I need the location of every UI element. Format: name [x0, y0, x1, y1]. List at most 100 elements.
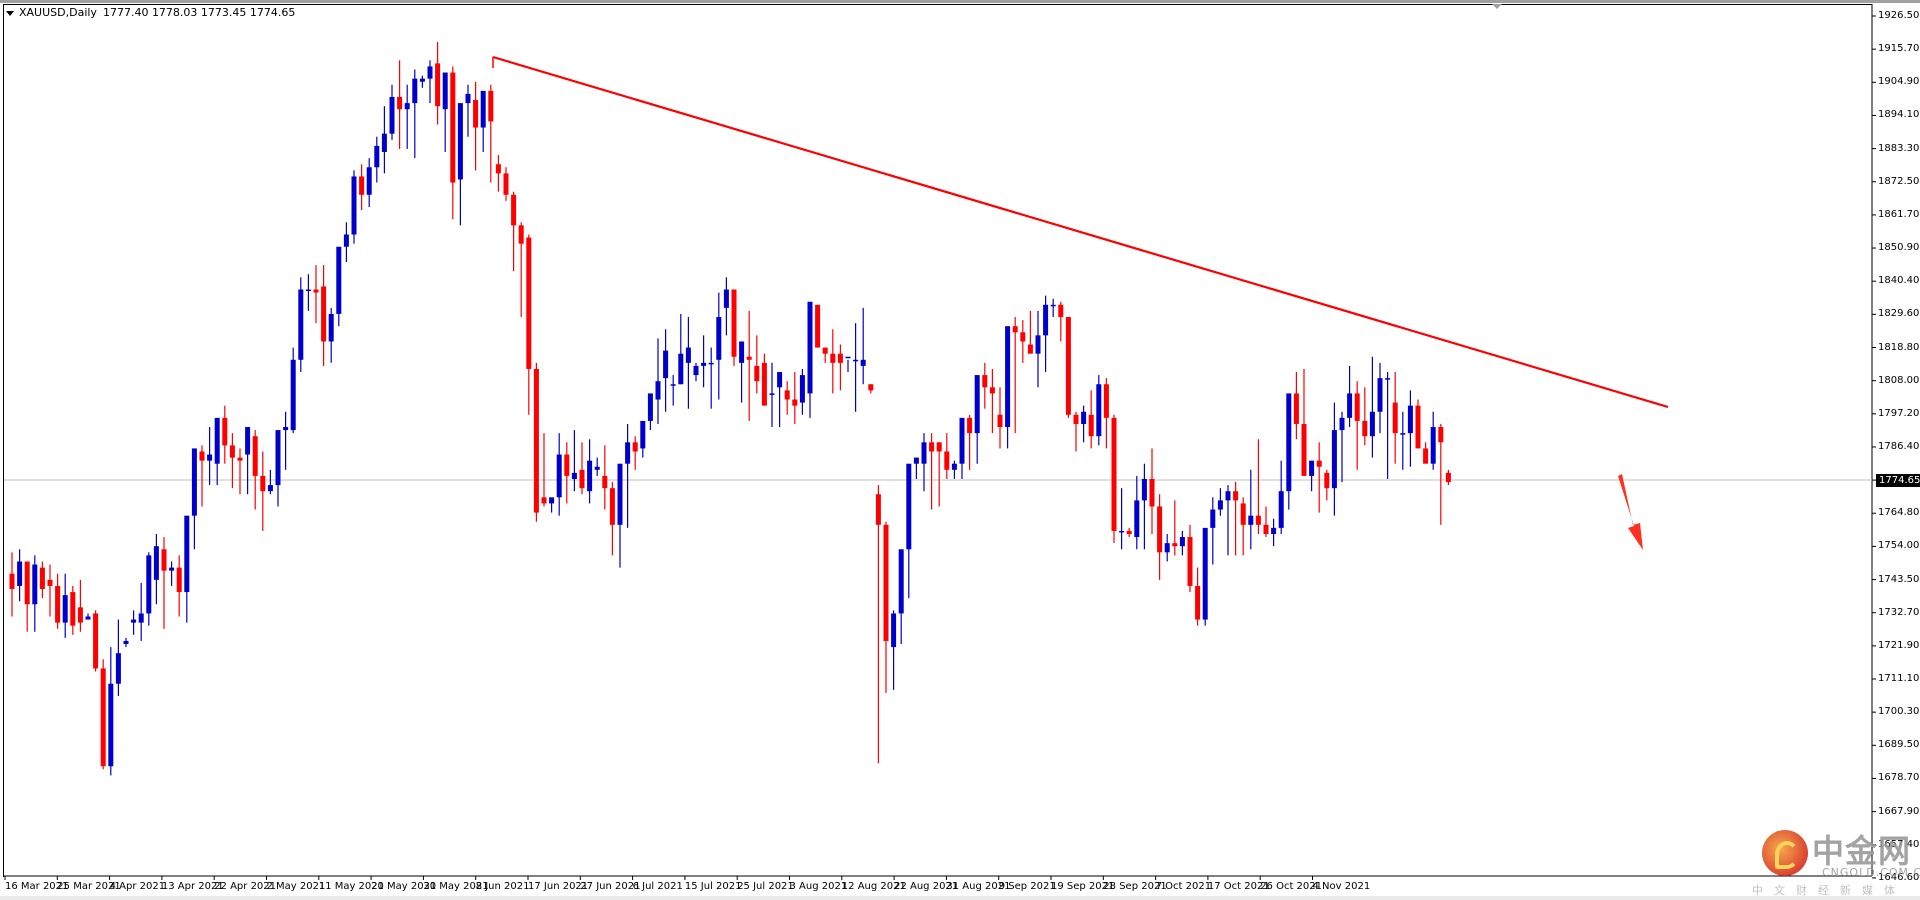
candle — [146, 555, 152, 614]
candle — [1377, 378, 1383, 412]
candle — [974, 375, 980, 434]
date-label: 22 Aug 2021 — [894, 881, 959, 892]
date-label: 30 May 2021 — [423, 881, 489, 892]
candle — [1316, 460, 1322, 467]
date-label: 13 Apr 2021 — [161, 881, 224, 892]
candle — [1362, 420, 1368, 437]
date-label: 31 Aug 2021 — [946, 881, 1011, 892]
price-label: 1678.70 — [1878, 772, 1920, 784]
date-label: 27 Jun 2021 — [580, 881, 641, 892]
candle — [1331, 430, 1337, 489]
candle — [1255, 515, 1261, 525]
candle — [655, 381, 661, 400]
candle — [313, 289, 319, 293]
candle — [374, 145, 380, 168]
date-label: 11 May 2021 — [318, 881, 385, 892]
candle — [1043, 304, 1049, 336]
candle — [184, 515, 190, 593]
candle — [176, 567, 182, 593]
candle — [807, 301, 813, 394]
date-label: 4 Nov 2021 — [1312, 881, 1371, 892]
candle — [207, 454, 213, 461]
candle — [1430, 427, 1436, 464]
candle — [967, 417, 973, 434]
candle — [830, 353, 836, 363]
candle — [556, 454, 562, 498]
candle — [1050, 304, 1056, 307]
price-label: 1711.10 — [1878, 673, 1920, 684]
candle — [1309, 460, 1315, 476]
price-label: 1840.40 — [1878, 275, 1920, 287]
date-label: 26 Oct 2021 — [1260, 881, 1323, 892]
candle — [359, 176, 365, 195]
candle — [1423, 448, 1429, 464]
candle — [214, 417, 220, 464]
candle — [1073, 414, 1079, 424]
price-label: 1926.50 — [1878, 10, 1920, 21]
candle — [275, 430, 281, 486]
candle — [123, 640, 129, 645]
date-label: 15 Jul 2021 — [684, 881, 742, 892]
candle — [997, 414, 1003, 428]
candle — [1088, 414, 1094, 437]
candle — [1157, 506, 1163, 553]
candle — [283, 427, 289, 431]
candle — [39, 567, 45, 589]
candle — [792, 399, 798, 406]
candle — [252, 436, 258, 476]
down-arrow-icon — [1618, 474, 1643, 550]
candle — [153, 546, 159, 580]
dropdown-triangle-icon[interactable] — [6, 10, 14, 16]
chart-shift-marker-icon[interactable] — [1492, 4, 1502, 9]
candle — [404, 103, 410, 110]
candle — [1187, 537, 1193, 586]
candle — [131, 619, 137, 623]
candle — [260, 475, 266, 492]
candle — [891, 613, 897, 648]
candle — [518, 225, 524, 244]
candle — [1324, 472, 1330, 489]
candle — [723, 289, 729, 308]
candle — [936, 442, 942, 452]
price-label: 1808.00 — [1878, 374, 1920, 386]
candle — [693, 365, 699, 376]
candle — [1293, 393, 1299, 424]
candle — [17, 561, 23, 586]
candle — [473, 100, 479, 128]
candle — [647, 393, 653, 421]
date-label: 19 Sep 2021 — [1051, 881, 1115, 892]
candle — [351, 176, 357, 235]
candle — [427, 66, 433, 79]
candle — [9, 573, 15, 589]
price-label: 1721.90 — [1878, 639, 1920, 651]
candle — [989, 387, 995, 394]
price-label: 1818.80 — [1878, 341, 1920, 353]
candle — [1005, 326, 1011, 428]
chart-plot-area[interactable] — [3, 4, 1872, 877]
candle — [138, 613, 144, 623]
candle — [883, 524, 889, 641]
candle — [678, 353, 684, 385]
candle — [298, 289, 304, 360]
candle — [769, 393, 775, 395]
candle — [663, 350, 669, 379]
candle — [1081, 411, 1087, 424]
candle — [1027, 344, 1033, 354]
candle — [526, 237, 532, 369]
date-label: 4 Apr 2021 — [109, 881, 166, 892]
candle — [24, 561, 30, 605]
resistance-trendline[interactable] — [492, 55, 1669, 409]
candle — [1225, 491, 1231, 501]
candle — [1195, 585, 1201, 620]
watermark-domain: CNGOLD.COM.CN — [1822, 866, 1920, 879]
candle — [100, 668, 106, 767]
current-price-tag: 1774.65 — [1876, 474, 1920, 487]
candle — [602, 475, 608, 489]
candle — [1096, 384, 1102, 437]
candle — [716, 317, 722, 360]
candle — [1339, 417, 1345, 431]
candle — [1164, 543, 1170, 553]
candle — [1438, 427, 1444, 443]
watermark-tagline: 中文财经新媒体 — [1752, 884, 1906, 897]
